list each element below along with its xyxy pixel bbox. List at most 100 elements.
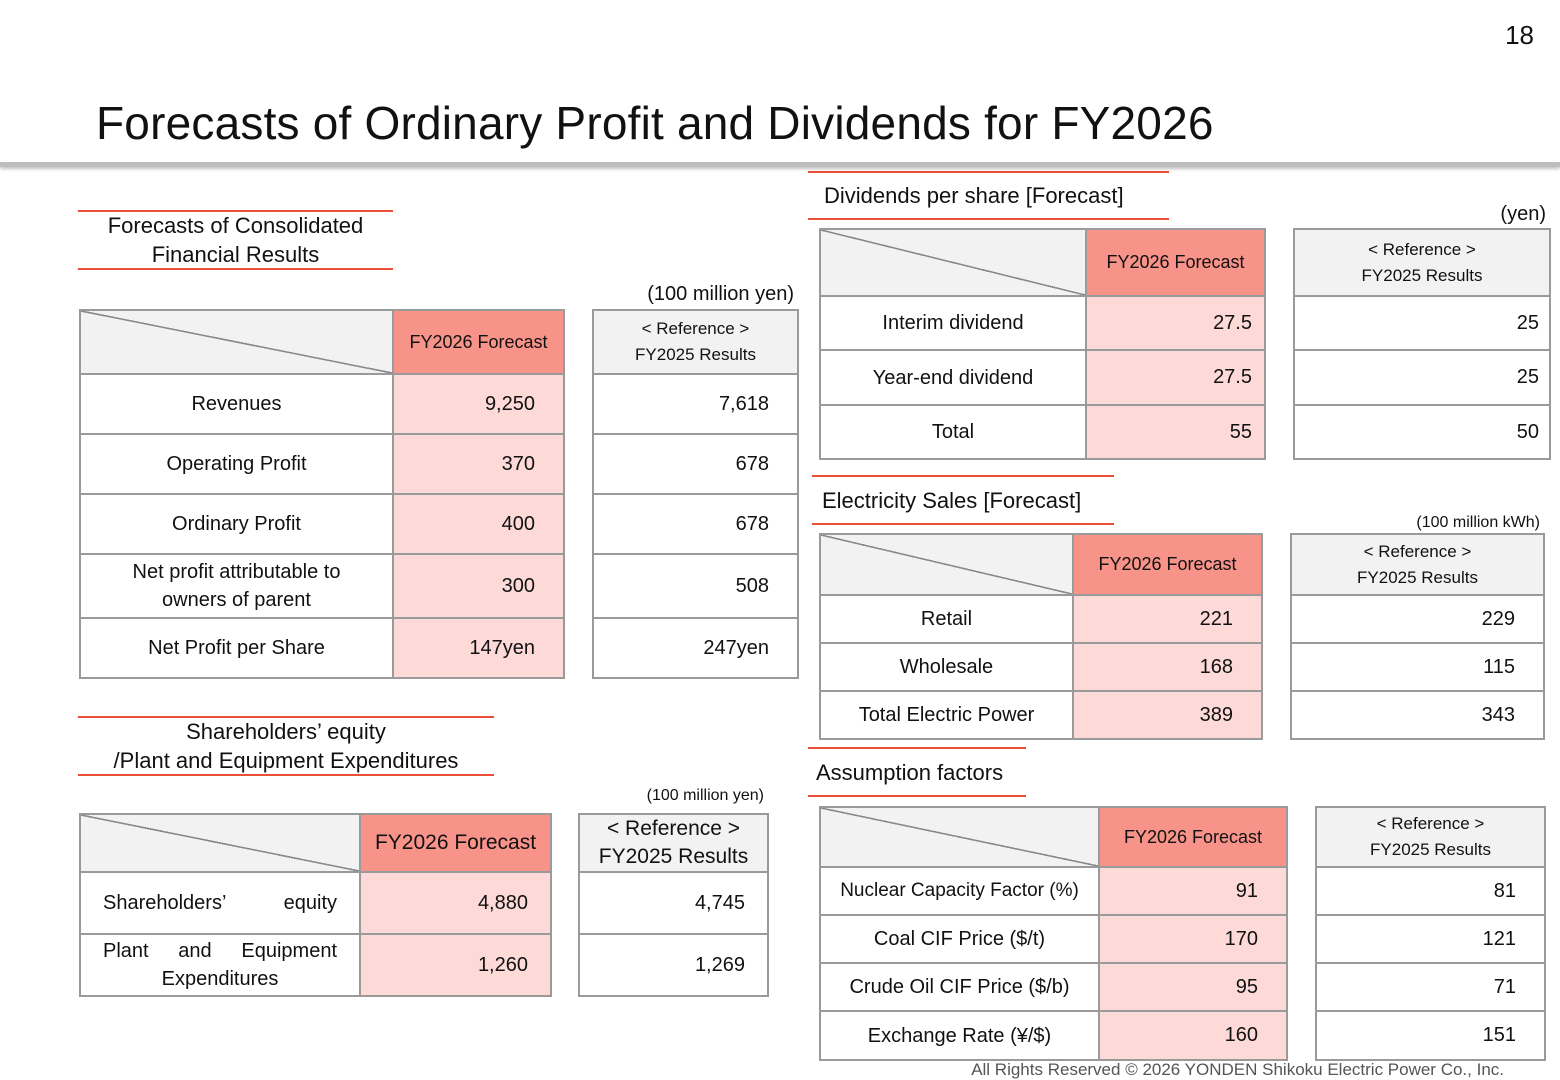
forecast-value: 27.5 [1085, 349, 1266, 406]
diagonal-header-cell [819, 533, 1074, 596]
result-value: 50 [1293, 404, 1551, 460]
equity-heading-line2: /Plant and Equipment Expenditures [113, 748, 459, 773]
copyright-footer: All Rights Reserved © 2026 YONDEN Shikok… [971, 1060, 1504, 1079]
result-value: 229 [1290, 594, 1545, 644]
reference-label: < Reference > [641, 319, 750, 338]
forecast-value: 147yen [392, 617, 565, 679]
row-label: Retail [819, 594, 1074, 644]
row-label: Wholesale [819, 642, 1074, 692]
result-value: 115 [1290, 642, 1545, 692]
row-label: Nuclear Capacity Factor (%) [819, 866, 1100, 916]
table-row: Wholesale 168 [819, 642, 1263, 692]
reference-label: < Reference > [1376, 814, 1485, 833]
result-value: 25 [1293, 349, 1551, 406]
row-label: Shareholders’ equity [79, 871, 361, 935]
table-row: Plant and Equipment Expenditures 1,260 [79, 933, 552, 997]
result-value: 81 [1315, 866, 1546, 916]
electricity-unit: (100 million kWh) [1416, 514, 1540, 531]
forecast-value: 168 [1072, 642, 1263, 692]
row-label: Coal CIF Price ($/t) [819, 914, 1100, 964]
forecast-value: 170 [1098, 914, 1288, 964]
assumptions-section-heading: Assumption factors [808, 747, 1026, 797]
result-value: 1,269 [578, 933, 769, 997]
row-label: Crude Oil CIF Price ($/b) [819, 962, 1100, 1012]
financial-forecast-table: FY2026 Forecast Revenues 9,250 Operating… [79, 309, 565, 679]
forecast-value: 221 [1072, 594, 1263, 644]
dividends-unit: (yen) [1500, 203, 1546, 225]
reference-year: FY2025 Results [635, 345, 756, 364]
diagonal-header-cell [819, 806, 1100, 868]
reference-label: < Reference > [1368, 239, 1476, 259]
forecast-column-header: FY2026 Forecast [392, 309, 565, 375]
table-row: Net Profit per Share 147yen [79, 617, 565, 679]
table-row: Interim dividend 27.5 [819, 295, 1266, 351]
title-divider [0, 162, 1560, 167]
table-row: Total 55 [819, 404, 1266, 460]
table-row: Net profit attributable to owners of par… [79, 553, 565, 619]
forecast-value: 160 [1098, 1010, 1288, 1061]
reference-label: < Reference > [1363, 541, 1472, 561]
forecast-value: 370 [392, 433, 565, 495]
result-value: 678 [592, 493, 799, 555]
reference-year: FY2025 Results [1370, 840, 1491, 859]
result-value: 121 [1315, 914, 1546, 964]
forecast-value: 95 [1098, 962, 1288, 1012]
result-value: 71 [1315, 962, 1546, 1012]
electricity-reference-table: < Reference > FY2025 Results 229 115 343 [1290, 533, 1545, 740]
result-value: 508 [592, 553, 799, 619]
reference-column-header: < Reference > FY2025 Results [1315, 806, 1546, 868]
page-title: Forecasts of Ordinary Profit and Dividen… [96, 97, 1214, 149]
row-label: Total [819, 404, 1087, 460]
reference-label: < Reference > [606, 817, 741, 840]
result-value: 247yen [592, 617, 799, 679]
row-label: Net Profit per Share [79, 617, 394, 679]
reference-year: FY2025 Results [1357, 567, 1478, 587]
row-label: Revenues [79, 373, 394, 435]
row-label: Year-end dividend [819, 349, 1087, 406]
table-row: Nuclear Capacity Factor (%) 91 [819, 866, 1288, 916]
reference-column-header: < Reference > FY2025 Results [592, 309, 799, 375]
forecast-value: 91 [1098, 866, 1288, 916]
forecast-value: 9,250 [392, 373, 565, 435]
equity-reference-table: < Reference > FY2025 Results 4,745 1,269 [578, 813, 769, 997]
table-row: Exchange Rate (¥/$) 160 [819, 1010, 1288, 1061]
table-row: Shareholders’ equity 4,880 [79, 871, 552, 935]
forecast-value: 400 [392, 493, 565, 555]
electricity-section-heading: Electricity Sales [Forecast] [812, 475, 1114, 525]
assumptions-heading-text: Assumption factors [816, 759, 1004, 785]
forecast-value: 300 [392, 553, 565, 619]
forecast-value: 4,880 [359, 871, 552, 935]
forecast-column-header: FY2026 Forecast [1085, 228, 1266, 297]
forecast-column-header: FY2026 Forecast [1098, 806, 1288, 868]
table-row: Operating Profit 370 [79, 433, 565, 495]
row-label: Exchange Rate (¥/$) [819, 1010, 1100, 1061]
reference-year: FY2025 Results [1361, 265, 1483, 285]
forecast-value: 55 [1085, 404, 1266, 460]
financial-unit: (100 million yen) [647, 283, 794, 305]
table-row: Crude Oil CIF Price ($/b) 95 [819, 962, 1288, 1012]
table-row: Total Electric Power 389 [819, 690, 1263, 740]
dividends-section-heading: Dividends per share [Forecast] [808, 171, 1169, 220]
forecast-column-header: FY2026 Forecast [359, 813, 552, 873]
dividends-reference-table: < Reference > FY2025 Results 25 25 50 [1293, 228, 1551, 460]
result-value: 4,745 [578, 871, 769, 935]
forecast-value: 389 [1072, 690, 1263, 740]
row-label: Operating Profit [79, 433, 394, 495]
diagonal-header-cell [819, 228, 1087, 297]
result-value: 25 [1293, 295, 1551, 351]
result-value: 151 [1315, 1010, 1546, 1061]
electricity-forecast-table: FY2026 Forecast Retail 221 Wholesale 168… [819, 533, 1263, 740]
table-row: Year-end dividend 27.5 [819, 349, 1266, 406]
electricity-heading-text: Electricity Sales [Forecast] [822, 487, 1082, 513]
row-label: Total Electric Power [819, 690, 1074, 740]
equity-unit: (100 million yen) [646, 787, 764, 804]
page-number: 18 [1505, 20, 1534, 50]
dividends-forecast-table: FY2026 Forecast Interim dividend 27.5 Ye… [819, 228, 1266, 460]
table-row: Revenues 9,250 [79, 373, 565, 435]
financial-section-heading: Forecasts of Consolidated Financial Resu… [78, 210, 393, 270]
assumptions-reference-table: < Reference > FY2025 Results 81 121 71 1… [1315, 806, 1546, 1061]
row-label: Interim dividend [819, 295, 1087, 351]
assumptions-forecast-table: FY2026 Forecast Nuclear Capacity Factor … [819, 806, 1288, 1061]
row-label: Ordinary Profit [79, 493, 394, 555]
result-value: 7,618 [592, 373, 799, 435]
